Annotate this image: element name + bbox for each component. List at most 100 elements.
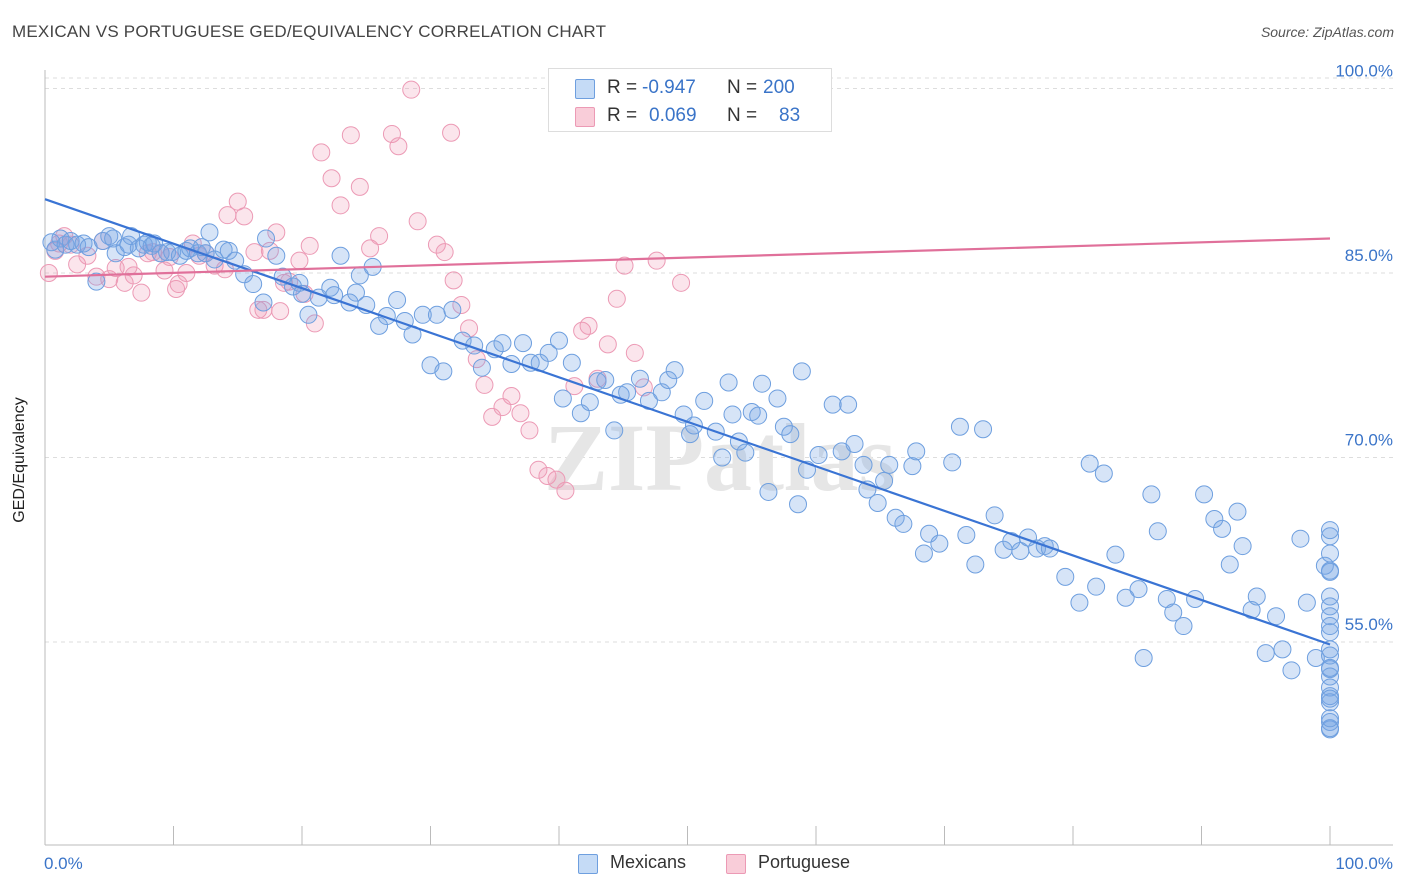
portuguese-point: [341, 126, 360, 145]
mexicans-point: [1094, 464, 1113, 483]
mexicans-point: [839, 395, 858, 414]
portuguese-point: [267, 223, 286, 242]
mexicans-point: [930, 534, 949, 553]
mexicans-point: [580, 393, 599, 412]
mexicans-point: [226, 251, 245, 270]
mexicans-point: [472, 358, 491, 377]
mexicans-point: [880, 455, 899, 474]
mexicans-point: [219, 241, 238, 260]
portuguese-point: [350, 177, 369, 196]
legend-n-value: 200: [763, 77, 795, 98]
x-tick-label: 100.0%: [1335, 854, 1393, 873]
portuguese-point: [538, 466, 557, 485]
mexicans-point: [514, 334, 533, 353]
mexicans-point: [1321, 693, 1339, 712]
portuguese-point: [290, 251, 309, 270]
x-tick-label: 0.0%: [44, 854, 83, 873]
mexicans-point: [1134, 649, 1153, 668]
mexicans-point: [87, 272, 106, 291]
y-tick-label: 55.0%: [1345, 615, 1393, 634]
mexicans-point: [1321, 640, 1339, 659]
mexicans-point: [1321, 709, 1339, 728]
mexicans-point: [106, 244, 125, 263]
mexicans-point: [985, 506, 1004, 525]
mexicans-point: [854, 455, 873, 474]
mexicans-point: [1056, 567, 1075, 586]
portuguese-point: [402, 80, 421, 99]
mexicans-point: [1321, 712, 1339, 731]
portuguese-point: [408, 212, 427, 231]
mexicans-point: [823, 395, 842, 414]
mexicans-point: [1148, 522, 1167, 541]
legend-r-value: 0.069: [649, 105, 697, 126]
mexicans-point: [596, 371, 615, 389]
mexicans-point: [1291, 529, 1310, 548]
mexicans-point: [413, 305, 432, 324]
mexicans-point: [200, 223, 219, 242]
mexicans-point: [792, 362, 811, 381]
mexicans-point: [299, 305, 318, 324]
portuguese-point: [598, 335, 617, 354]
mexicans-point: [1228, 502, 1247, 521]
mexicans-point: [957, 526, 976, 544]
mexicans-point: [1321, 597, 1339, 616]
mexicans-point: [1116, 588, 1135, 607]
series-legend: Mexicans Portuguese: [0, 852, 1406, 878]
portuguese-point: [502, 386, 521, 405]
mexicans-point: [377, 307, 396, 326]
portuguese-point: [245, 243, 264, 262]
mexicans-point: [1321, 646, 1339, 665]
mexicans-point: [1306, 649, 1325, 668]
portuguese-point: [119, 257, 138, 276]
portuguese-point: [370, 227, 389, 246]
legend-swatch-portuguese: [575, 107, 595, 127]
mexicans-point: [1070, 593, 1089, 612]
portuguese-point: [452, 295, 471, 314]
portuguese-point: [556, 481, 575, 500]
mexicans-point: [789, 495, 808, 514]
mexicans-point: [1321, 719, 1339, 738]
watermark: ZIPatlas: [544, 404, 896, 511]
mexicans-point: [845, 434, 864, 453]
mexicans-point: [914, 544, 933, 563]
series-label-mexicans: Mexicans: [610, 852, 687, 872]
mexicans-point: [244, 275, 263, 294]
trendlines: [44, 198, 1331, 646]
mexicans-point: [1321, 607, 1339, 626]
legend-row-mexicans: R = -0.947 N = 200: [549, 75, 831, 103]
mexicans-point: [1174, 617, 1193, 636]
mexicans-point: [809, 446, 828, 465]
mexicans-point: [1164, 603, 1183, 622]
mexicans-point: [196, 244, 215, 263]
portuguese-point: [444, 271, 463, 290]
mexicans-point: [1321, 544, 1339, 563]
correlation-legend: R = -0.947 N = 200 R = 0.069 N = 83: [548, 68, 832, 132]
mexicans-point: [1129, 580, 1148, 599]
mexicans-point: [1186, 589, 1205, 608]
mexicans-point: [290, 273, 309, 292]
mexicans-point: [151, 244, 170, 263]
mexicans-point: [1080, 454, 1099, 473]
y-axis-label: GED/Equivalency: [11, 397, 28, 523]
mexicans-point: [781, 425, 800, 444]
portuguese-point: [529, 460, 548, 479]
mexicans-point: [736, 443, 755, 462]
tick-labels: 55.0% 70.0% 85.0% 100.0% 0.0% 100.0%: [44, 61, 1393, 873]
portuguese-point: [235, 207, 254, 226]
mexicans-point: [1205, 510, 1224, 529]
mexicans-point: [1220, 555, 1239, 574]
mexicans-point: [254, 293, 273, 312]
legend-r-label: R =: [607, 77, 638, 98]
mexicans-point: [434, 362, 453, 381]
mexicans-point: [205, 250, 224, 269]
portuguese-point: [435, 243, 454, 262]
mexicans-point: [1142, 485, 1161, 504]
mexicans-point: [665, 361, 684, 380]
legend-n-value: 83: [779, 105, 801, 126]
portuguese-point: [672, 273, 691, 292]
series-swatch-portuguese: [726, 854, 746, 874]
mexicans-point: [1321, 658, 1339, 677]
mexicans-point: [142, 236, 161, 255]
mexicans-point: [695, 391, 714, 410]
